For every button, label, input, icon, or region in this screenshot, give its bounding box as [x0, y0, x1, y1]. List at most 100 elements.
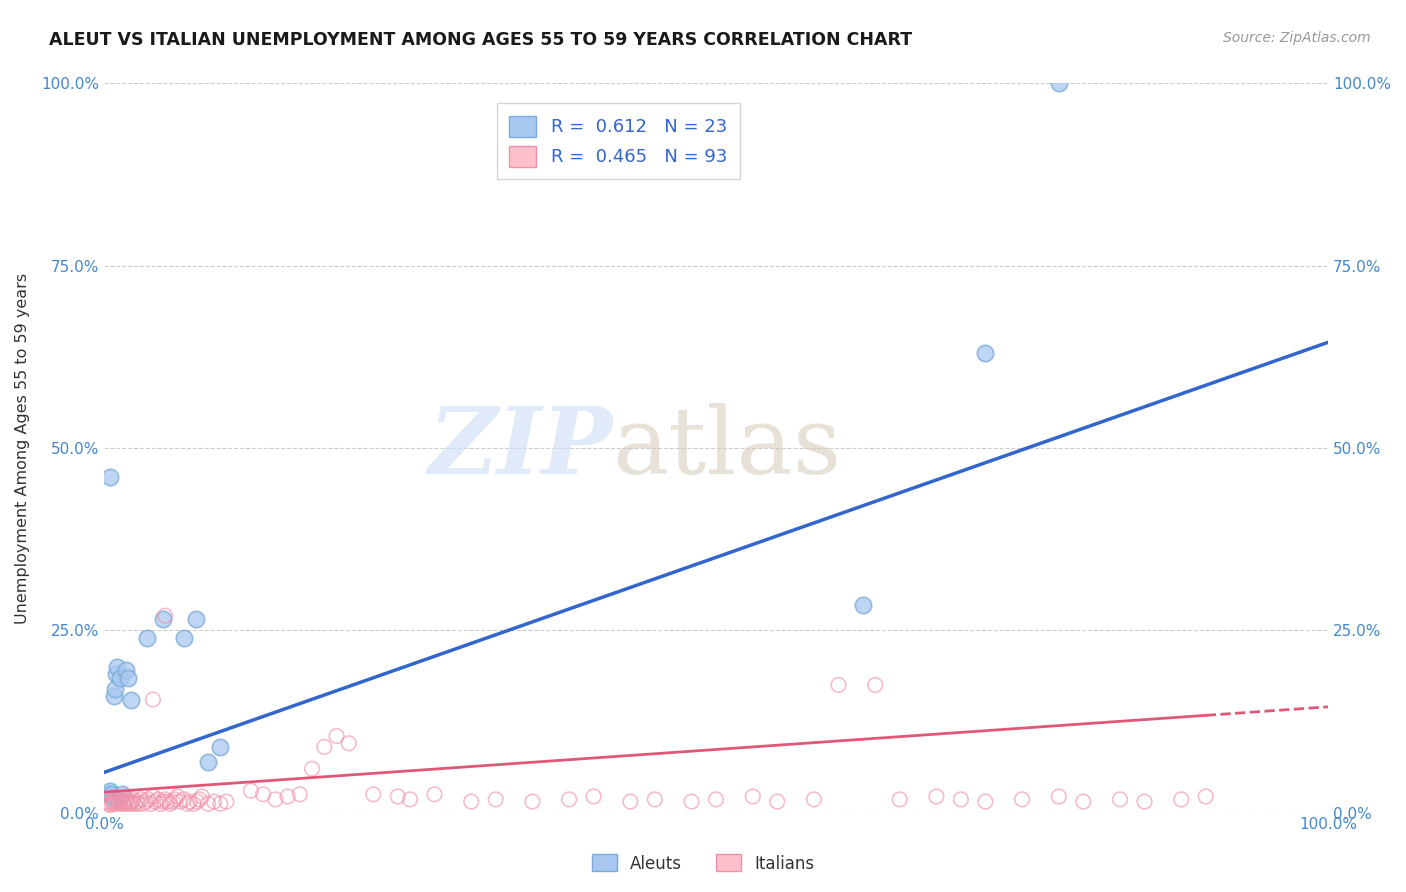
Point [146, 792, 169, 806]
Point [117, 671, 139, 685]
Point [98, 470, 121, 484]
Text: ALEUT VS ITALIAN UNEMPLOYMENT AMONG AGES 55 TO 59 YEARS CORRELATION CHART: ALEUT VS ITALIAN UNEMPLOYMENT AMONG AGES… [49, 31, 912, 49]
Point [121, 795, 143, 809]
Point [827, 678, 849, 692]
Point [766, 795, 789, 809]
Point [101, 797, 124, 811]
Point [1047, 789, 1070, 804]
Point [97, 797, 120, 811]
Text: ZIP: ZIP [427, 403, 612, 493]
Point [114, 797, 136, 811]
Point [100, 787, 122, 801]
Point [1170, 792, 1192, 806]
Point [142, 789, 165, 804]
Point [107, 659, 129, 673]
Point [387, 789, 409, 804]
Point [103, 689, 125, 703]
Point [803, 792, 825, 806]
Point [110, 792, 132, 806]
Point [215, 795, 238, 809]
Point [120, 797, 142, 811]
Point [111, 797, 134, 811]
Point [132, 797, 155, 811]
Point [681, 795, 703, 809]
Point [239, 783, 262, 797]
Point [337, 736, 360, 750]
Point [176, 797, 198, 811]
Point [522, 795, 544, 809]
Point [156, 795, 179, 809]
Point [949, 792, 972, 806]
Point [108, 795, 131, 809]
Point [399, 792, 422, 806]
Point [704, 792, 727, 806]
Point [741, 789, 763, 804]
Point [485, 792, 508, 806]
Legend: Aleuts, Italians: Aleuts, Italians [585, 847, 821, 880]
Point [122, 792, 145, 806]
Point [97, 787, 120, 801]
Point [103, 795, 125, 809]
Point [117, 797, 139, 811]
Point [98, 783, 121, 797]
Point [582, 789, 605, 804]
Point [104, 797, 127, 811]
Point [111, 787, 134, 801]
Point [166, 789, 188, 804]
Point [107, 795, 129, 809]
Point [152, 612, 174, 626]
Point [197, 797, 219, 811]
Point [162, 795, 184, 809]
Point [136, 792, 159, 806]
Point [173, 792, 195, 806]
Point [108, 671, 131, 685]
Point [118, 795, 141, 809]
Point [197, 755, 219, 769]
Point [314, 739, 336, 754]
Point [1047, 77, 1070, 91]
Point [277, 789, 299, 804]
Text: Source: ZipAtlas.com: Source: ZipAtlas.com [1223, 31, 1371, 45]
Point [252, 787, 274, 801]
Point [163, 792, 186, 806]
Point [112, 795, 135, 809]
Point [301, 762, 323, 776]
Point [1011, 792, 1033, 806]
Point [925, 789, 948, 804]
Point [142, 692, 165, 706]
Point [101, 791, 124, 805]
Point [1195, 789, 1218, 804]
Point [135, 631, 157, 645]
Point [100, 795, 122, 809]
Legend: R =  0.612   N = 23, R =  0.465   N = 93: R = 0.612 N = 23, R = 0.465 N = 93 [496, 103, 740, 179]
Point [173, 631, 195, 645]
Point [129, 792, 152, 806]
Point [135, 795, 157, 809]
Point [264, 792, 287, 806]
Point [889, 792, 911, 806]
Point [863, 678, 886, 692]
Point [105, 667, 128, 681]
Point [423, 787, 446, 801]
Point [288, 787, 311, 801]
Point [209, 797, 232, 811]
Point [974, 795, 997, 809]
Point [202, 795, 225, 809]
Point [188, 792, 211, 806]
Point [107, 797, 129, 811]
Point [127, 797, 149, 811]
Point [974, 346, 997, 360]
Point [115, 792, 138, 806]
Point [209, 739, 232, 754]
Point [184, 612, 207, 626]
Point [361, 787, 384, 801]
Point [98, 798, 121, 813]
Point [1133, 795, 1156, 809]
Point [460, 795, 482, 809]
Point [115, 664, 138, 678]
Point [169, 795, 191, 809]
Point [619, 795, 641, 809]
Point [558, 792, 581, 806]
Point [1109, 792, 1132, 806]
Point [104, 681, 127, 696]
